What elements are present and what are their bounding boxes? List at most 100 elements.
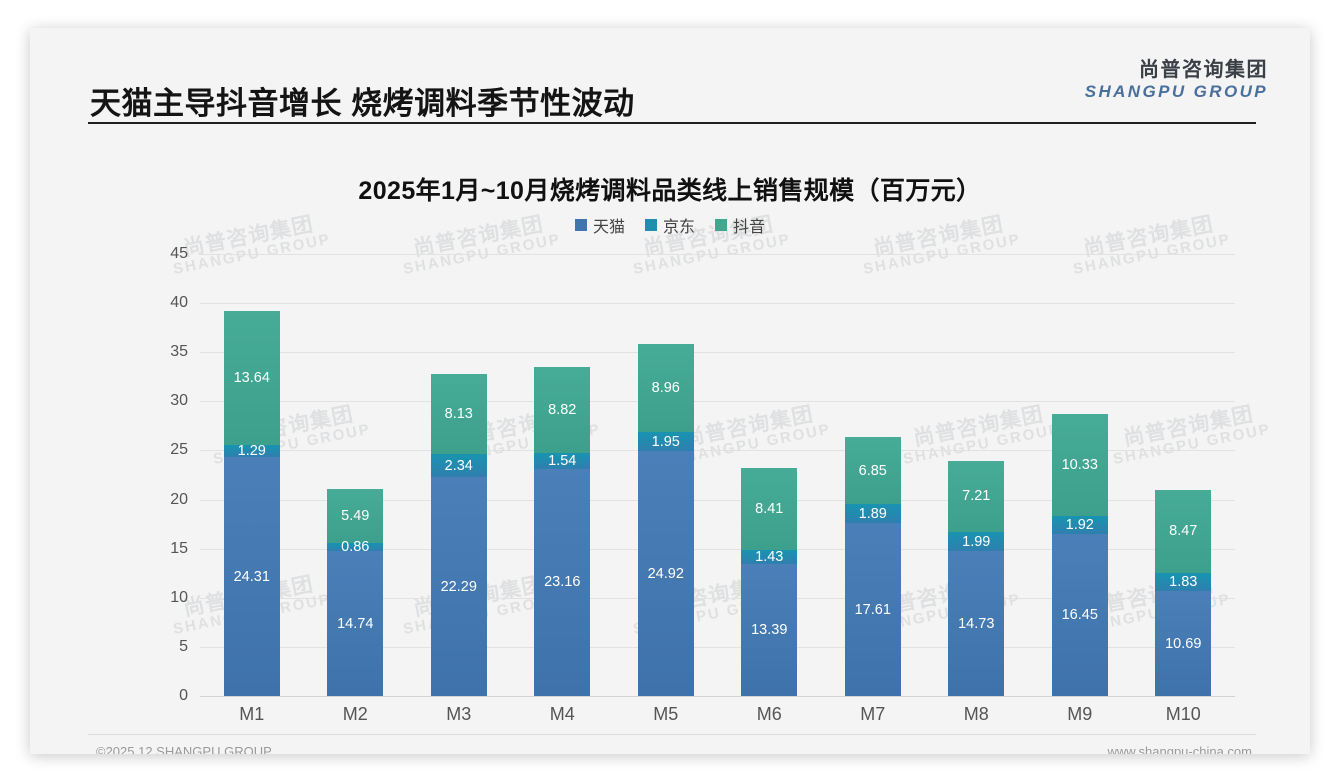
gridline: [200, 401, 1235, 403]
bar-segment[interactable]: 10.69: [1155, 591, 1212, 696]
x-axis-tick-label: M2: [342, 704, 368, 724]
x-axis-tick-label: M1: [239, 704, 265, 724]
bar-column-m3[interactable]: 22.29 2.34 8.13: [407, 254, 511, 696]
bar-value-label: 22.29: [440, 578, 477, 595]
page-title: 天猫主导抖音增长 烧烤调料季节性波动: [90, 86, 635, 121]
bar-value-label: 13.64: [233, 369, 270, 386]
legend-item-1[interactable]: 京东: [644, 213, 695, 237]
bar-segment[interactable]: 1.54: [534, 453, 591, 469]
bar-segment[interactable]: 1.92: [1051, 515, 1108, 535]
bar-segment[interactable]: 14.74: [327, 551, 384, 696]
footer-copyright: ©2025.12 SHANGPU GROUP: [96, 744, 272, 754]
chart-gridlines: 45 40 35 30 25 20 15 10 5 0: [170, 245, 1235, 704]
bar-segment[interactable]: 8.82: [534, 366, 591, 454]
bar-value-label: 2.34: [444, 457, 473, 474]
legend-label: 天猫: [592, 219, 625, 236]
bar-segment[interactable]: 5.49: [327, 488, 384, 543]
slide-header: 天猫主导抖音增长 烧烤调料季节性波动 尚普咨询集团 SHANGPU GROUP: [30, 28, 1310, 124]
bar-segment[interactable]: 24.92: [637, 451, 694, 696]
gridline: [200, 254, 1235, 255]
bar-segment[interactable]: 7.21: [948, 460, 1005, 532]
bar-segment[interactable]: 16.45: [1051, 534, 1108, 696]
bar-stack: 22.29 2.34 8.13: [430, 374, 487, 696]
bar-column-m9[interactable]: 16.45 1.92 10.33: [1028, 254, 1132, 696]
bar-segment[interactable]: 1.99: [948, 531, 1005, 552]
bar-segment[interactable]: 2.34: [430, 454, 487, 478]
x-axis-tick-label: M9: [1067, 704, 1093, 724]
bar-value-label: 24.92: [647, 565, 684, 582]
bar-segment[interactable]: 1.29: [223, 442, 280, 459]
bar-segment[interactable]: 13.39: [741, 564, 798, 696]
bar-column-m10[interactable]: 10.69 1.83 8.47: [1132, 254, 1236, 696]
bar-segment[interactable]: 8.96: [637, 344, 694, 433]
bar-segment[interactable]: 17.61: [844, 523, 901, 696]
bar-segment[interactable]: 1.83: [1155, 573, 1212, 592]
bar-value-label: 8.47: [1169, 523, 1198, 540]
bar-value-label: 1.29: [237, 442, 266, 459]
brand-logo: 尚普咨询集团 SHANGPU GROUP: [1084, 59, 1268, 102]
bar-value-label: 14.73: [958, 615, 995, 632]
x-axis-tick-label: M10: [1165, 704, 1201, 724]
chart-legend: 天猫 京东 抖音: [30, 213, 1310, 237]
bar-value-label: 8.96: [651, 380, 680, 397]
bar-segment[interactable]: 8.47: [1155, 489, 1212, 574]
bar-segment[interactable]: 1.43: [741, 549, 798, 566]
bar-value-label: 8.41: [755, 501, 784, 518]
logo-english-text: SHANGPU GROUP: [1084, 82, 1268, 102]
bar-segment[interactable]: 23.16: [534, 468, 591, 696]
y-axis-tick-label: 30: [170, 392, 188, 410]
logo-chinese-text: 尚普咨询集团: [1139, 59, 1268, 81]
bar-column-m2[interactable]: 14.74 0.86 5.49: [304, 254, 408, 696]
bar-segment[interactable]: 0.86: [327, 539, 384, 555]
bar-segment[interactable]: 1.89: [844, 504, 901, 524]
bar-stack: 24.92 1.95 8.96: [637, 344, 694, 696]
legend-swatch-icon: [644, 219, 657, 231]
legend-item-2[interactable]: 抖音: [715, 213, 765, 237]
gridline: [200, 597, 1235, 599]
y-axis-tick-label: 35: [170, 343, 188, 361]
legend-label: 抖音: [733, 219, 766, 236]
chart-plot-area: 天猫 京东 抖音 45 40 35 30 25 20 15 10 5 0 24.31 1.29 13.64…: [30, 28, 1310, 754]
bar-value-label: 8.13: [444, 406, 473, 423]
bar-segment[interactable]: 10.33: [1051, 414, 1108, 516]
bar-segment[interactable]: 24.31: [223, 457, 280, 696]
bar-value-label: 1.83: [1169, 574, 1198, 591]
header-divider: [88, 122, 1256, 124]
bar-value-label: 13.39: [751, 622, 788, 639]
y-axis-tick-label: 0: [179, 687, 188, 704]
gridline: [200, 548, 1235, 550]
chart-x-axis-labels: M1 M2 M3 M4 M5 M6 M7 M8 M9 M10: [200, 704, 1235, 725]
bar-value-label: 17.61: [854, 601, 891, 618]
legend-label: 京东: [662, 219, 695, 236]
footer-website: www.shangpu-china.com: [1107, 744, 1252, 754]
footer-divider: [88, 734, 1256, 735]
chart-title: 2025年1月~10月烧烤调料品类线上销售规模（百万元）: [358, 177, 982, 205]
bar-column-m5[interactable]: 24.92 1.95 8.96: [614, 254, 718, 696]
legend-item-0[interactable]: 天猫: [574, 213, 625, 237]
bar-column-m8[interactable]: 14.73 1.99 7.21: [925, 254, 1029, 696]
bar-segment[interactable]: 6.85: [844, 437, 901, 505]
bar-column-m7[interactable]: 17.61 1.89 6.85: [821, 254, 925, 696]
bar-value-label: 1.43: [755, 549, 784, 566]
y-axis-tick-label: 40: [170, 294, 188, 312]
bar-segment[interactable]: 13.64: [223, 310, 280, 445]
y-axis-tick-label: 25: [170, 441, 188, 459]
bar-stack: 14.73 1.99 7.21: [948, 460, 1005, 696]
bar-value-label: 14.74: [337, 615, 374, 632]
bar-value-label: 23.16: [544, 574, 581, 591]
bar-stack: 16.45 1.92 10.33: [1051, 414, 1108, 696]
bar-column-m4[interactable]: 23.16 1.54 8.82: [511, 254, 615, 696]
bar-column-m1[interactable]: 24.31 1.29 13.64: [200, 254, 304, 696]
x-axis-tick-label: M6: [756, 704, 782, 724]
x-axis-tick-label: M5: [653, 704, 679, 724]
y-axis-tick-label: 15: [170, 539, 188, 557]
bar-segment[interactable]: 22.29: [430, 477, 487, 696]
bar-segment[interactable]: 8.13: [430, 374, 487, 455]
bar-segment[interactable]: 1.95: [637, 432, 694, 452]
bar-stack: 10.69 1.83 8.47: [1155, 489, 1212, 696]
bar-segment[interactable]: 14.73: [948, 551, 1005, 696]
bar-column-m6[interactable]: 13.39 1.43 8.41: [718, 254, 822, 696]
bar-segment[interactable]: 8.41: [741, 467, 798, 551]
x-axis-line: [200, 696, 1235, 697]
bar-value-label: 8.82: [548, 402, 577, 419]
